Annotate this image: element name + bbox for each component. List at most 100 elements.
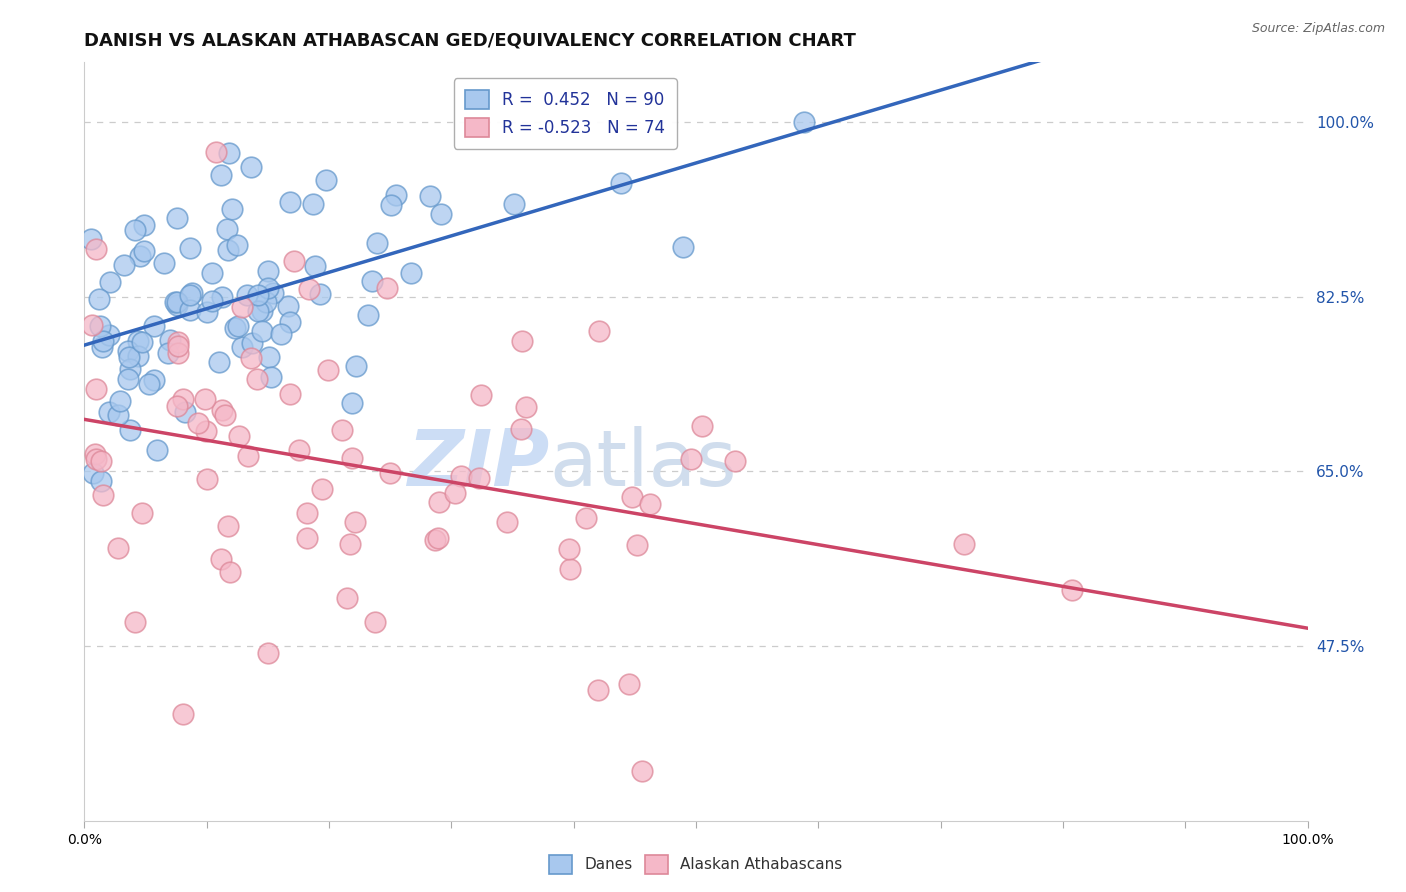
Point: [309, 287, 332, 301]
Point: [159, 333, 181, 347]
Point: [953, 537, 976, 551]
Point: [127, 349, 149, 363]
Point: [558, 541, 581, 556]
Point: [110, 394, 132, 409]
Point: [153, 255, 176, 269]
Point: [467, 470, 489, 484]
Point: [166, 211, 188, 226]
Point: [211, 402, 233, 417]
Point: [793, 115, 815, 129]
Point: [226, 319, 249, 334]
Point: [89, 292, 111, 306]
Point: [385, 187, 408, 202]
Point: [98, 405, 121, 419]
Point: [260, 369, 283, 384]
Point: [304, 259, 326, 273]
Point: [360, 274, 382, 288]
Point: [82, 318, 104, 333]
Point: [278, 387, 301, 401]
Point: [138, 376, 160, 391]
Point: [617, 677, 640, 691]
Point: [375, 281, 398, 295]
Point: [124, 615, 146, 629]
Point: [195, 305, 218, 319]
Point: [512, 334, 534, 348]
Point: [226, 237, 249, 252]
Point: [228, 429, 250, 443]
Point: [131, 506, 153, 520]
Point: [201, 266, 224, 280]
Point: [283, 254, 305, 268]
Point: [231, 340, 253, 354]
Point: [131, 334, 153, 349]
Point: [195, 424, 218, 438]
Point: [638, 497, 661, 511]
Point: [82, 466, 104, 480]
Point: [217, 244, 239, 258]
Point: [257, 281, 280, 295]
Point: [145, 443, 167, 458]
Point: [217, 519, 239, 533]
Point: [357, 308, 380, 322]
Point: [80, 232, 103, 246]
Point: [166, 297, 188, 311]
Point: [91, 334, 114, 349]
Point: [172, 707, 194, 722]
Point: [301, 197, 323, 211]
Point: [626, 538, 648, 552]
Point: [631, 764, 654, 778]
Point: [401, 266, 423, 280]
Point: [724, 454, 747, 468]
Point: [166, 294, 188, 309]
Point: [690, 418, 713, 433]
Point: [89, 318, 111, 333]
Point: [221, 202, 243, 217]
Point: [236, 449, 259, 463]
Point: [277, 299, 299, 313]
Point: [239, 351, 262, 365]
Point: [427, 495, 450, 509]
Point: [179, 288, 201, 302]
Point: [339, 537, 361, 551]
Point: [208, 355, 231, 369]
Point: [209, 168, 232, 182]
Point: [231, 300, 253, 314]
Point: [247, 304, 270, 318]
Point: [609, 176, 631, 190]
Point: [586, 683, 609, 698]
Point: [509, 422, 531, 436]
Point: [1060, 582, 1083, 597]
Point: [366, 236, 388, 251]
Point: [187, 417, 209, 431]
Point: [84, 451, 107, 466]
Point: [295, 506, 318, 520]
Point: [278, 315, 301, 329]
Point: [90, 475, 112, 489]
Point: [107, 541, 129, 555]
Point: [278, 195, 301, 210]
Point: [419, 188, 441, 202]
Point: [179, 302, 201, 317]
Point: [132, 244, 155, 258]
Point: [93, 488, 115, 502]
Point: [117, 372, 139, 386]
Point: [336, 591, 359, 605]
Text: DANISH VS ALASKAN ATHABASCAN GED/EQUIVALENCY CORRELATION CHART: DANISH VS ALASKAN ATHABASCAN GED/EQUIVAL…: [84, 32, 856, 50]
Point: [450, 469, 472, 483]
Point: [342, 396, 364, 410]
Point: [425, 533, 447, 547]
Point: [84, 382, 107, 396]
Point: [195, 472, 218, 486]
Point: [194, 392, 217, 406]
Point: [167, 335, 190, 350]
Point: [344, 515, 367, 529]
Point: [84, 447, 107, 461]
Point: [254, 294, 277, 309]
Point: [143, 373, 166, 387]
Point: [214, 408, 236, 422]
Point: [515, 400, 537, 414]
Point: [426, 531, 449, 545]
Point: [204, 145, 226, 160]
Point: [298, 282, 321, 296]
Point: [143, 318, 166, 333]
